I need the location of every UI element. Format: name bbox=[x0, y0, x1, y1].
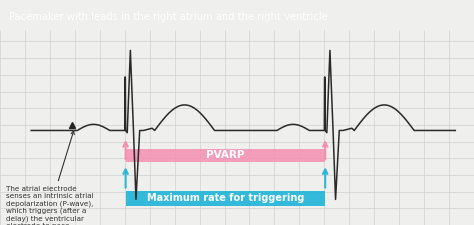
Text: Maximum rate for triggering: Maximum rate for triggering bbox=[147, 193, 304, 203]
Bar bbox=[126, 191, 325, 206]
Text: PVARP: PVARP bbox=[206, 151, 245, 160]
Text: The atrial electrode
senses an intrinsic atrial
depolarization (P-wave),
which t: The atrial electrode senses an intrinsic… bbox=[6, 131, 94, 225]
Bar bbox=[126, 149, 325, 162]
Text: Pacemaker with leads in the right atrium and the right ventricle: Pacemaker with leads in the right atrium… bbox=[9, 12, 328, 22]
